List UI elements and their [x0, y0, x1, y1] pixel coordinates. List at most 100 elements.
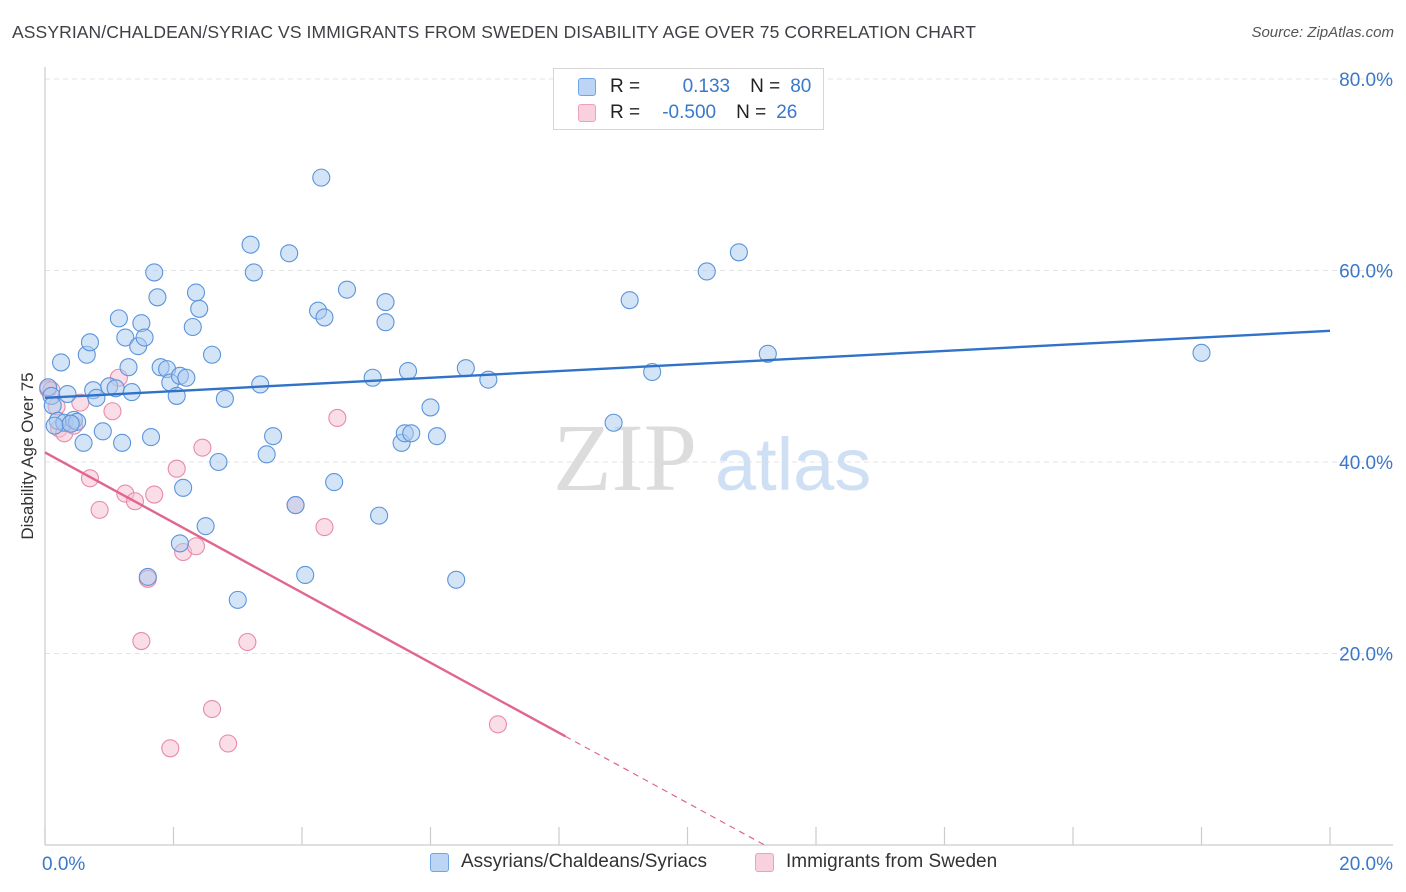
y-tick-label: 60.0% [1339, 262, 1393, 283]
data-point-assyrians [74, 433, 93, 452]
data-point-assyrians [93, 422, 112, 441]
data-point-assyrians [203, 345, 222, 364]
data-point-assyrians [315, 308, 334, 327]
data-point-assyrians [244, 263, 263, 282]
data-point-assyrians [116, 328, 135, 347]
data-point-sweden [203, 699, 222, 719]
data-point-assyrians [257, 445, 276, 464]
data-point-assyrians [109, 309, 128, 328]
watermark-atlas: atlas [715, 423, 871, 506]
data-point-assyrians [228, 590, 247, 609]
data-point-assyrians [620, 291, 639, 310]
x-tick-label: 20.0% [1339, 854, 1393, 875]
grid-lines [45, 78, 1393, 654]
data-point-assyrians [697, 262, 716, 281]
data-point-assyrians [138, 567, 157, 586]
legend-n-label: N = [750, 76, 781, 97]
trend-lines [44, 329, 1331, 846]
data-point-sweden [132, 632, 151, 651]
data-point-assyrians [141, 428, 161, 447]
data-point-assyrians [135, 328, 154, 347]
data-point-assyrians [363, 368, 382, 387]
data-point-assyrians [251, 375, 270, 394]
data-point-assyrians [177, 368, 196, 387]
series-legend: Assyrians/Chaldeans/Syriacs Immigrants f… [0, 851, 1406, 877]
legend-label-assyrians: Assyrians/Chaldeans/Syriacs [461, 851, 708, 872]
data-point-assyrians [241, 235, 260, 254]
data-point-assyrians [1192, 343, 1211, 362]
data-point-assyrians [209, 452, 228, 472]
data-point-sweden [328, 408, 347, 428]
legend-label-sweden: Immigrants from Sweden [786, 851, 998, 872]
legend-n-label: N = [736, 102, 767, 123]
data-point-sweden [488, 715, 508, 734]
data-point-assyrians [604, 413, 623, 432]
data-point-assyrians [398, 361, 418, 381]
legend-r-value: 0.133 [682, 76, 731, 97]
data-point-assyrians [427, 427, 446, 446]
data-point-assyrians [113, 433, 132, 452]
watermark: ZIP atlas [553, 404, 871, 511]
data-point-assyrians [148, 288, 167, 307]
y-tick-label: 80.0% [1339, 70, 1393, 91]
legend-swatch-pink [578, 104, 596, 122]
data-point-assyrians [145, 263, 164, 282]
data-point-assyrians [758, 344, 777, 363]
data-point-assyrians [80, 333, 100, 352]
legend-item-sweden: Immigrants from Sweden [755, 851, 997, 873]
data-point-assyrians [447, 570, 466, 589]
data-point-assyrians [196, 517, 215, 536]
legend-swatch-blue [430, 852, 449, 872]
data-point-assyrians [52, 353, 71, 372]
y-tick-label: 20.0% [1339, 645, 1393, 666]
data-point-assyrians [183, 317, 202, 337]
data-point-sweden [90, 500, 109, 519]
data-point-assyrians [312, 168, 331, 187]
data-point-assyrians [45, 416, 64, 435]
data-point-assyrians [280, 244, 299, 263]
data-point-sweden [193, 438, 212, 457]
data-point-assyrians [87, 388, 106, 407]
data-point-assyrians [376, 313, 395, 332]
legend-swatch-pink [755, 852, 774, 872]
data-point-assyrians [296, 565, 315, 585]
source-attribution: Source: ZipAtlas.com [1251, 24, 1394, 41]
data-point-assyrians [119, 358, 138, 377]
chart-title: ASSYRIAN/CHALDEAN/SYRIAC VS IMMIGRANTS F… [12, 22, 977, 42]
data-point-assyrians [370, 506, 389, 525]
x-tick-label: 0.0% [42, 854, 85, 875]
data-point-assyrians [186, 283, 206, 302]
data-point-assyrians [215, 389, 234, 408]
data-point-sweden [167, 459, 186, 478]
data-point-sweden [186, 537, 206, 556]
data-point-assyrians [264, 427, 283, 446]
watermark-zip: ZIP [553, 404, 697, 511]
data-point-assyrians [337, 280, 357, 299]
data-point-assyrians [174, 478, 193, 497]
data-point-assyrians [325, 473, 344, 492]
tick-labels: 20.0% 40.0% 60.0% 80.0% 0.0% 20.0% [42, 70, 1393, 875]
data-point-assyrians [61, 414, 80, 433]
data-point-sweden [161, 739, 180, 758]
legend-row-pink: R = -0.500 N = 26 [578, 100, 797, 126]
data-point-assyrians [170, 534, 189, 553]
trend-line-sweden-extrapolated [565, 735, 765, 846]
data-point-assyrians [190, 299, 209, 318]
legend-n-value: 26 [776, 102, 798, 123]
y-axis-label: Disability Age Over 75 [18, 372, 37, 539]
legend-item-assyrians: Assyrians/Chaldeans/Syriacs [430, 851, 707, 873]
data-point-assyrians [286, 496, 305, 515]
data-point-assyrians [43, 396, 62, 415]
legend-r-label: R = [610, 76, 641, 97]
legend-n-value: 80 [790, 76, 812, 97]
data-point-assyrians [376, 293, 395, 312]
trend-line-assyrians [44, 329, 1331, 400]
legend-r-label: R = [610, 102, 641, 123]
data-point-assyrians [643, 362, 662, 382]
data-point-assyrians [402, 424, 421, 443]
data-point-sweden [238, 632, 257, 652]
legend-swatch-blue [578, 78, 596, 96]
axes [44, 67, 1393, 846]
legend-row-blue: R = 0.133 N = 80 [578, 74, 811, 100]
